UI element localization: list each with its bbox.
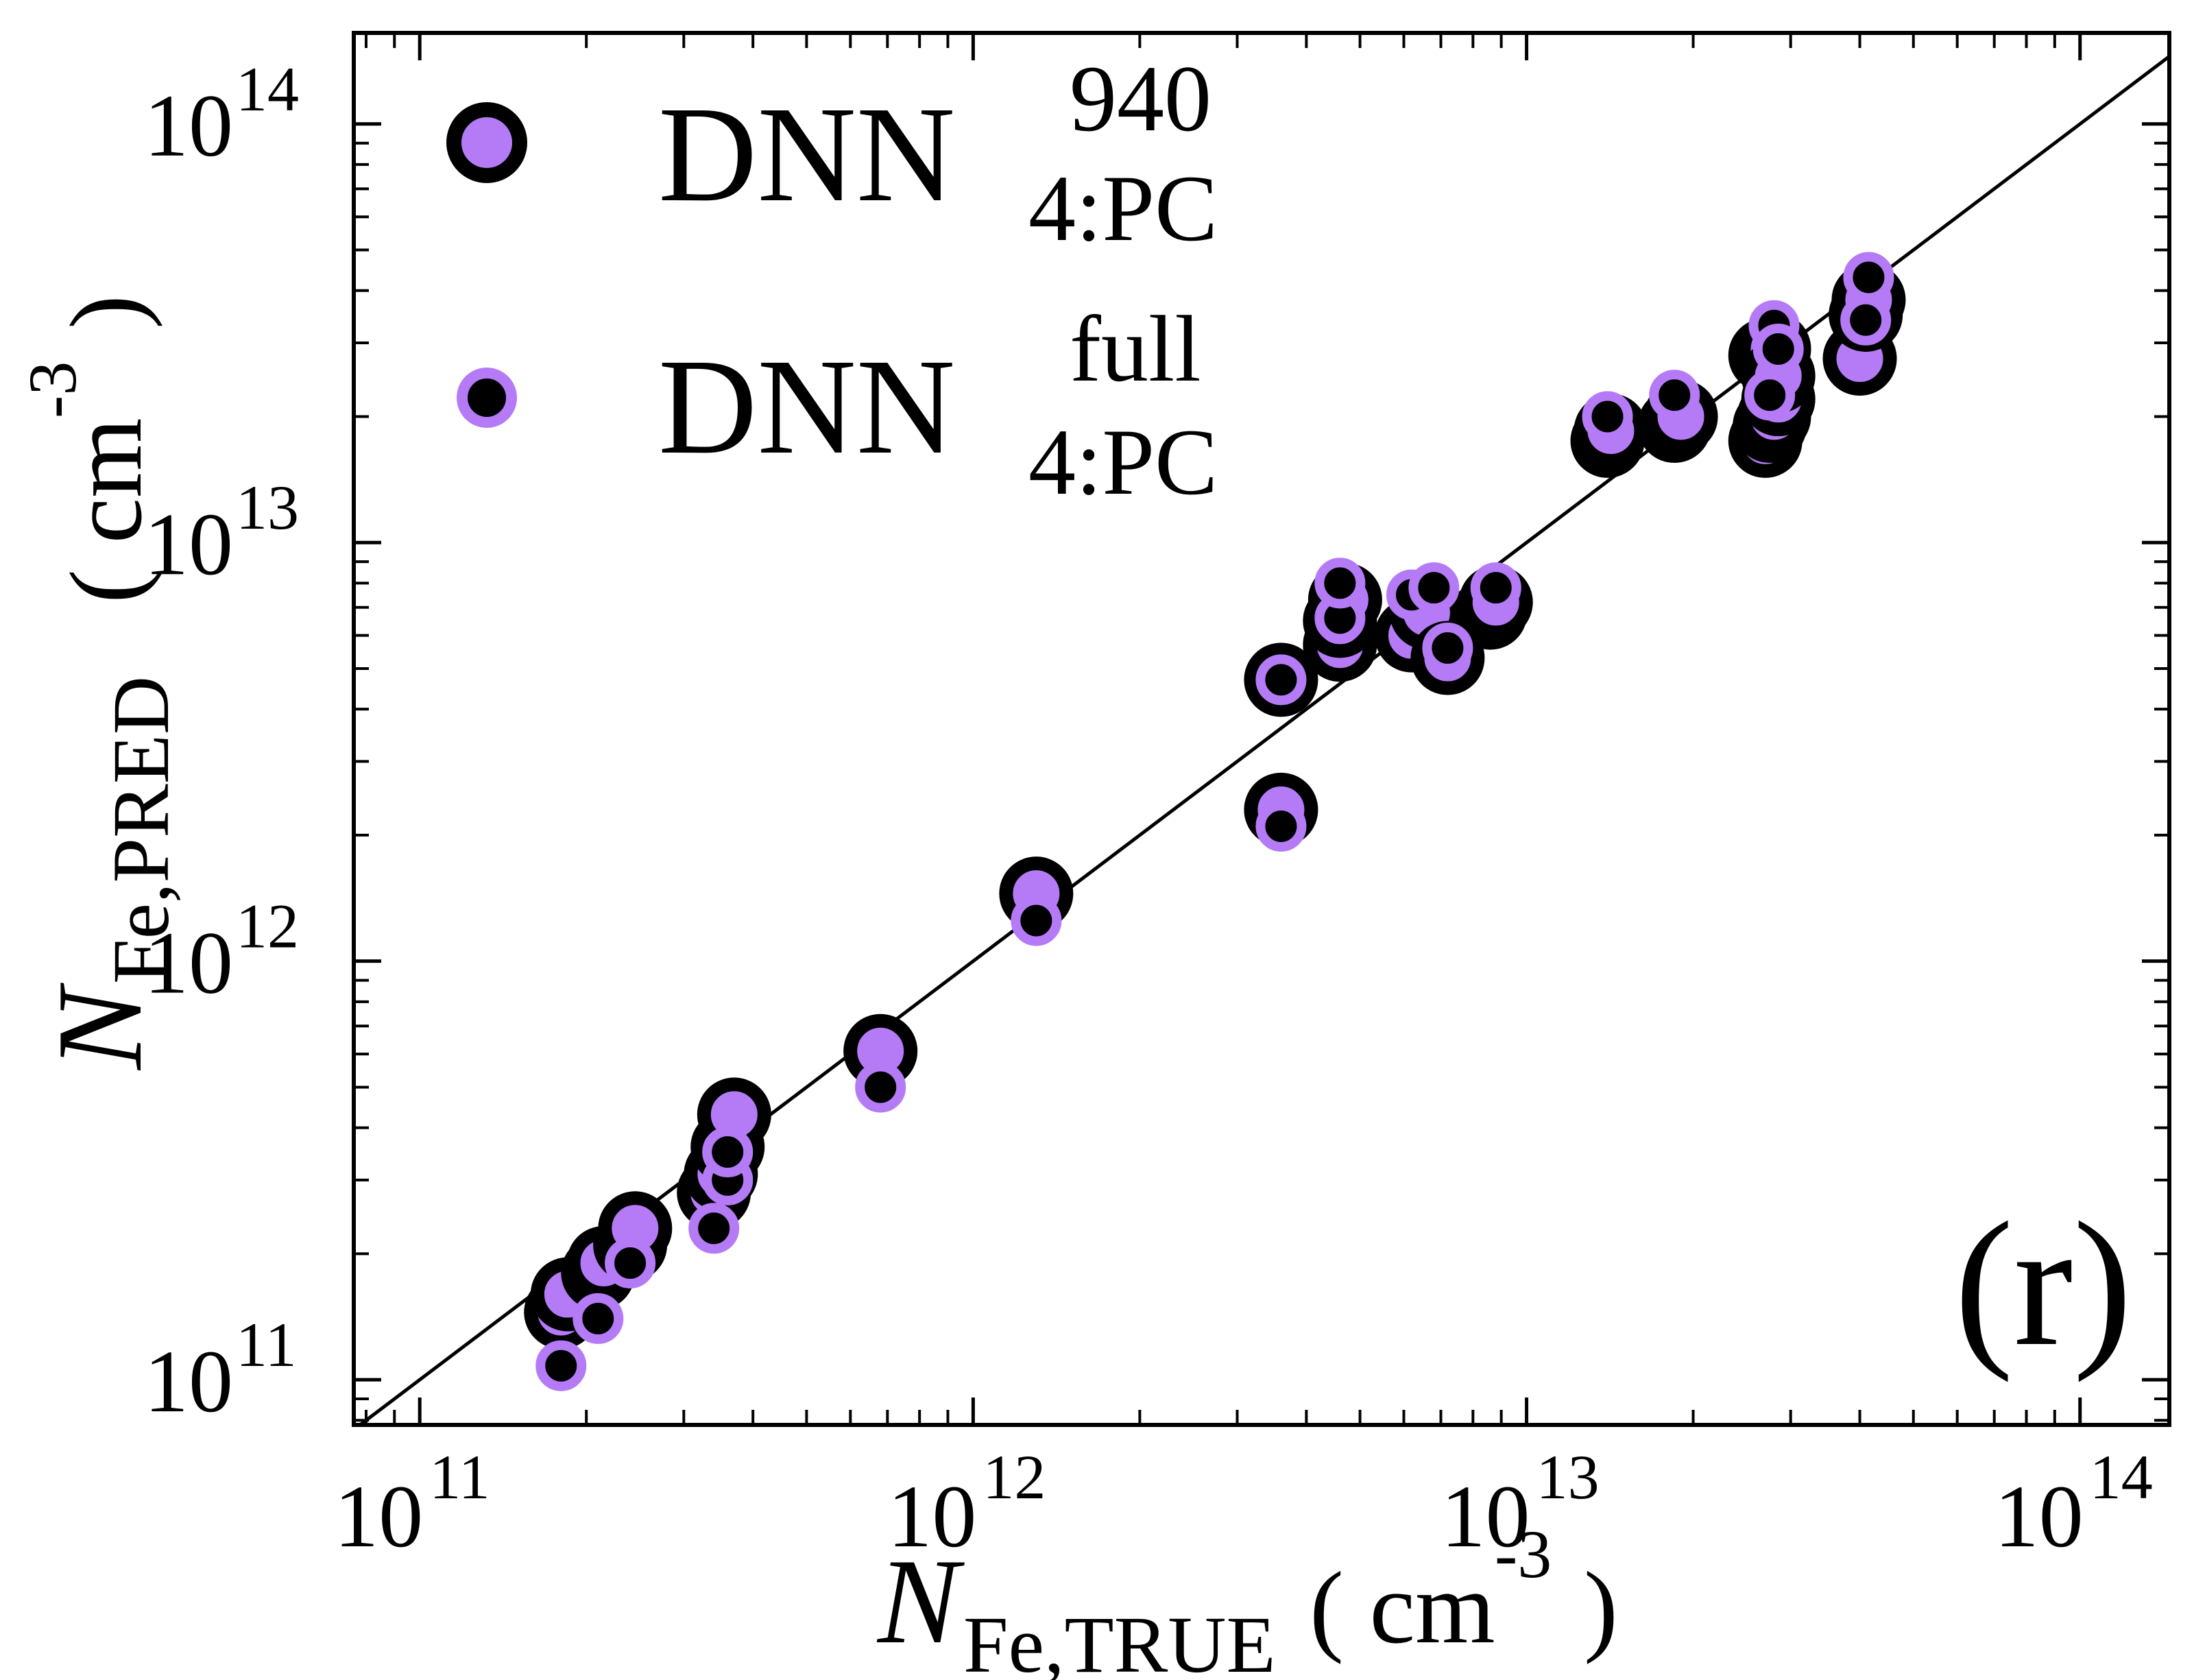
point-dnn-full-20 (1752, 323, 1804, 374)
y-tick-label: 10 11 (144, 1310, 297, 1431)
point-dnn-full-5 (702, 1126, 754, 1177)
x-tick-label-exp: 11 (429, 1442, 490, 1512)
x-tick-labels: 10 11 10 12 10 13 10 14 (334, 1442, 2153, 1566)
point-dnn-full-22 (1843, 252, 1894, 303)
legend-sub-1: 4:PC (1028, 156, 1218, 261)
x-tick-label: 10 14 (1994, 1442, 2153, 1566)
y-axis-label-sub: Fe,PRED (96, 676, 186, 984)
x-tick-label: 10 13 (1441, 1442, 1600, 1566)
point-dnn-full-0 (535, 1340, 587, 1391)
point-dnn-full-3 (688, 1203, 740, 1254)
x-tick-label-exp: 14 (2090, 1442, 2153, 1512)
legend-marker-large (446, 102, 527, 183)
series-dnn-full-markers (535, 252, 1894, 1391)
legend-label-2: DNN (658, 331, 955, 483)
point-dnn-full-6 (855, 1061, 906, 1113)
point-dnn-full-2 (605, 1237, 656, 1288)
panel-label: (r) (1954, 1186, 2132, 1383)
point-dnn-full-7 (1011, 895, 1062, 946)
point-dnn-full-14 (1422, 622, 1473, 673)
y-axis-label-main: N (32, 983, 167, 1071)
y-tick-label-base: 10 (144, 914, 233, 1013)
y-tick-label: 10 12 (144, 891, 299, 1013)
y-tick-label-exp: 11 (236, 1310, 297, 1380)
x-axis-label-unit-exp: -3 (1495, 1516, 1552, 1592)
y-tick-label-exp: 12 (236, 891, 299, 961)
x-axis-label-main: N (876, 1533, 965, 1669)
legend-sup-1: 940 (1070, 46, 1211, 151)
point-dnn-full-15 (1470, 562, 1521, 614)
x-tick-label-base: 10 (1994, 1467, 2084, 1566)
x-tick-label-exp: 13 (1536, 1442, 1600, 1512)
point-dnn-full-9 (1255, 654, 1307, 706)
legend-sub-2: 4:PC (1028, 409, 1218, 514)
y-axis-label-unit-exp: -3 (14, 361, 91, 418)
legend-label-1: DNN (658, 79, 955, 230)
point-dnn-full-16 (1582, 391, 1633, 442)
x-tick-label-base: 10 (334, 1467, 423, 1566)
point-dnn-full-13 (1408, 562, 1460, 614)
y-tick-label-base: 10 (144, 1332, 233, 1431)
y-axis-label-unit-close: ) (49, 295, 163, 329)
x-tick-label: 10 11 (334, 1442, 490, 1566)
x-tick-label: 10 12 (887, 1442, 1046, 1566)
point-dnn-full-8 (1255, 800, 1307, 852)
point-dnn-full-18 (1744, 370, 1796, 421)
legend-marker-small (457, 368, 517, 428)
x-tick-label-exp: 12 (983, 1442, 1046, 1512)
y-tick-label-exp: 14 (236, 54, 299, 124)
x-tick-label-base: 10 (887, 1467, 976, 1566)
y-tick-label-base: 10 (144, 77, 233, 176)
y-tick-label-base: 10 (144, 495, 233, 594)
x-axis-label-unit: ( cm (1310, 1551, 1495, 1665)
x-axis-label-sub: Fe,TRUE (963, 1600, 1276, 1680)
x-axis-label-unit-close: ) (1584, 1551, 1618, 1665)
y-axis-label: N Fe,PRED ( cm -3 ) (14, 295, 186, 1071)
x-tick-label-base: 10 (1441, 1467, 1530, 1566)
y-tick-label-exp: 13 (236, 472, 299, 542)
point-dnn-full-17 (1649, 370, 1700, 421)
legend-sup-2: full (1070, 296, 1201, 401)
y-tick-label: 10 13 (144, 472, 299, 594)
x-axis-label: N Fe,TRUE ( cm -3 ) (876, 1516, 1618, 1680)
point-dnn-full-21 (1840, 294, 1892, 346)
y-tick-label: 10 14 (144, 54, 299, 176)
y-axis-label-unit: ( cm (49, 418, 163, 603)
legend: DNN 940 4:PC DNN full 4:PC (446, 46, 1218, 514)
minor-ticks (354, 33, 2169, 1425)
major-ticks (354, 33, 2169, 1425)
plot-frame (352, 31, 2171, 1427)
point-dnn-full-1 (572, 1293, 624, 1344)
point-dnn-full-11 (1314, 557, 1366, 609)
